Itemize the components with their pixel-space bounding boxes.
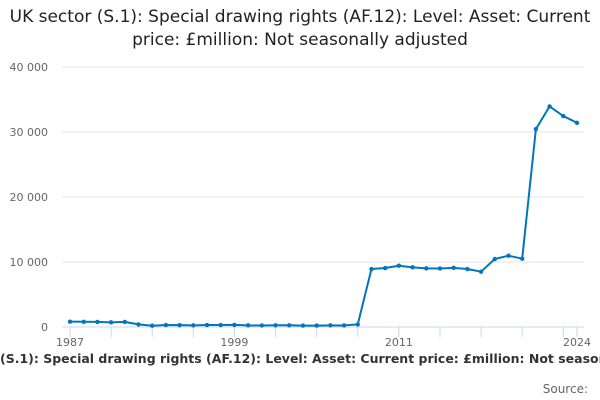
data-point	[547, 104, 552, 109]
data-point	[67, 319, 73, 324]
data-point	[81, 319, 86, 324]
data-point	[218, 322, 223, 328]
data-point	[108, 320, 114, 325]
data-point	[300, 323, 306, 328]
y-tick-label: 0	[41, 321, 48, 334]
y-tick-label: 10 000	[10, 256, 49, 269]
series-line	[69, 105, 578, 327]
x-tick-label: 2024	[563, 336, 591, 349]
data-point	[259, 323, 265, 328]
data-point	[314, 323, 319, 328]
data-point	[437, 266, 443, 271]
data-point	[382, 265, 388, 271]
y-tick-label: 20 000	[10, 191, 49, 204]
data-point	[369, 266, 374, 272]
data-point	[561, 113, 566, 119]
data-point	[533, 126, 539, 132]
data-point	[204, 322, 210, 328]
data-point	[95, 319, 100, 325]
data-point	[191, 323, 196, 328]
data-point	[232, 322, 237, 328]
y-tick-label: 30 000	[10, 126, 49, 139]
data-point	[396, 263, 402, 268]
x-tick-label: 2011	[385, 336, 413, 349]
data-point	[287, 323, 292, 328]
data-point	[451, 265, 456, 271]
x-tick-label: 1999	[220, 336, 248, 349]
data-point	[245, 323, 251, 328]
data-point	[177, 322, 182, 328]
data-point	[424, 266, 429, 271]
data-point	[478, 269, 484, 274]
data-point	[150, 323, 155, 328]
data-point	[492, 256, 497, 262]
data-point	[574, 120, 580, 125]
data-point	[328, 323, 333, 328]
data-point	[519, 256, 525, 261]
data-point	[410, 265, 415, 270]
data-point	[506, 253, 511, 258]
data-point	[122, 319, 128, 325]
data-point	[136, 322, 141, 327]
x-tick-label: 1987	[56, 336, 84, 349]
data-point	[163, 322, 169, 328]
footer-title: (S.1): Special drawing rights (AF.12): L…	[0, 351, 600, 366]
data-point	[355, 322, 360, 327]
chart-title: UK sector (S.1): Special drawing rights …	[9, 7, 591, 50]
data-point	[341, 323, 347, 328]
source-label: Source:	[542, 382, 588, 396]
y-tick-label: 40 000	[10, 61, 49, 74]
data-point	[273, 323, 278, 328]
data-point	[465, 266, 470, 272]
